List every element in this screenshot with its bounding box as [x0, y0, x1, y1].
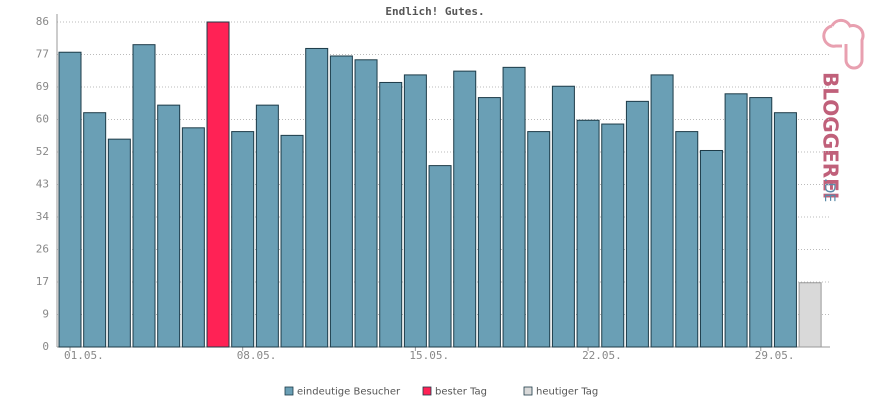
bar [675, 131, 699, 348]
bar [83, 112, 107, 348]
x-tick-label: 01.05. [64, 349, 104, 362]
bar [798, 282, 822, 348]
bar [527, 131, 551, 348]
bar [329, 55, 353, 348]
y-tick-label: 86 [36, 15, 49, 28]
y-tick-label: 17 [36, 275, 49, 288]
bar [601, 123, 625, 348]
bar [206, 21, 230, 348]
y-tick-label: 69 [36, 80, 49, 93]
bar [379, 81, 403, 348]
bar [157, 104, 181, 348]
bar [625, 100, 649, 348]
legend-label: eindeutige Besucher [297, 387, 401, 398]
legend-swatch [422, 386, 432, 396]
y-tick-label: 0 [42, 340, 49, 353]
bar [58, 51, 82, 348]
bar [650, 74, 674, 348]
bar [576, 119, 600, 348]
bar [724, 93, 748, 348]
legend-swatch [284, 386, 294, 396]
logo-name: BLOGGEREI [819, 72, 843, 199]
legend-label: heutiger Tag [536, 387, 598, 398]
x-tick-label: 15.05. [409, 349, 449, 362]
bar [231, 131, 255, 348]
y-tick-label: 77 [36, 48, 49, 61]
bar [354, 59, 378, 348]
bar [428, 165, 452, 348]
y-tick-label: 34 [36, 210, 50, 223]
bar [132, 44, 156, 348]
bar [255, 104, 279, 348]
logo-icon [822, 18, 865, 70]
x-tick-label: 08.05. [237, 349, 277, 362]
y-tick-label: 60 [36, 113, 49, 126]
x-tick-label: 29.05. [755, 349, 795, 362]
logo-tld: .DE [821, 178, 837, 202]
y-tick-label: 26 [36, 243, 49, 256]
bar [453, 70, 477, 348]
bar [749, 97, 773, 348]
bar [551, 85, 575, 348]
legend-swatch [523, 386, 533, 396]
bar [403, 74, 427, 348]
chart-title: Endlich! Gutes. [385, 5, 484, 18]
bar [477, 97, 501, 348]
bar [181, 127, 205, 348]
legend-label: bester Tag [435, 387, 487, 398]
bar [699, 149, 723, 348]
y-tick-label: 43 [36, 178, 49, 191]
bar [305, 47, 329, 348]
bar [502, 66, 526, 348]
bar [107, 138, 131, 348]
y-tick-label: 9 [42, 308, 49, 321]
x-tick-label: 22.05. [582, 349, 622, 362]
y-tick-label: 52 [36, 145, 49, 158]
bar [773, 112, 797, 348]
logo: BLOGGEREI .DE [819, 18, 865, 202]
bar [280, 134, 304, 348]
